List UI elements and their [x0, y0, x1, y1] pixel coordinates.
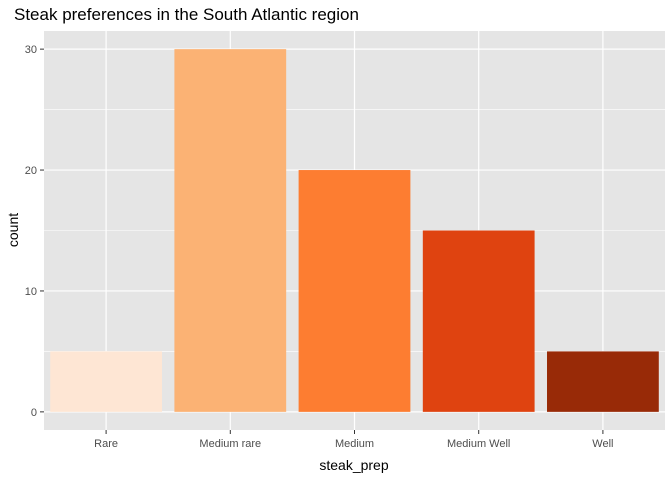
bar-well [547, 351, 659, 412]
x-tick-label: Rare [94, 438, 118, 450]
x-tick-label: Medium [335, 438, 374, 450]
x-tick-label: Well [592, 438, 613, 450]
y-tick-label: 20 [25, 165, 37, 177]
bar-medium [298, 170, 411, 412]
bar-medium-rare [174, 49, 287, 412]
x-axis: Rare Medium rare Medium Medium Well Well [94, 430, 614, 450]
y-axis: 0 10 20 30 [25, 44, 44, 419]
y-axis-title: count [5, 213, 21, 247]
x-axis-title: steak_prep [319, 457, 388, 473]
bars [50, 49, 659, 412]
chart-title: Steak preferences in the South Atlantic … [14, 5, 359, 24]
bar-medium-well [422, 230, 535, 412]
y-tick-label: 10 [25, 286, 37, 298]
y-tick-label: 30 [25, 44, 37, 56]
bar-rare [50, 351, 162, 412]
x-tick-label: Medium Well [447, 438, 510, 450]
y-tick-label: 0 [31, 407, 37, 419]
x-tick-label: Medium rare [199, 438, 261, 450]
